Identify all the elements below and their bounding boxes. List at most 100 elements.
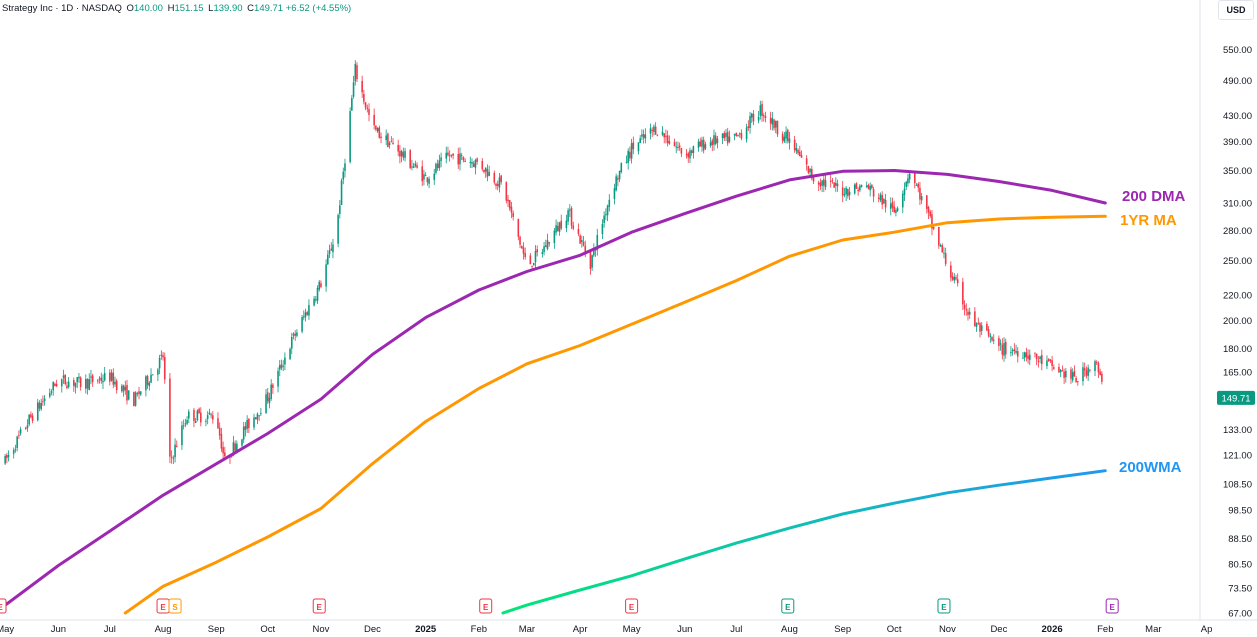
candle-body [915,184,918,186]
candle-body [749,116,751,129]
currency-button[interactable]: USD [1218,0,1254,20]
candle-body [18,434,20,436]
candle-body [1065,370,1067,378]
y-tick-label: 121.00 [1223,450,1252,461]
event-letter: E [785,603,791,612]
candle-body [603,215,605,223]
candle-body [781,133,784,141]
y-tick-label: 200.00 [1223,316,1252,327]
candle-body [618,170,621,180]
candle-body [593,247,595,256]
earnings-marker[interactable]: E [0,598,7,614]
candle-body [380,136,382,139]
price-axis[interactable]: 550.00 490.00 430.00 390.00 350.00 310.00 280.… [1223,45,1252,619]
candle-body [175,445,178,447]
candle-body [829,180,832,182]
earnings-marker[interactable]: E [312,598,326,614]
last-price-label: 149.71 [1221,393,1250,404]
candle-body [641,134,643,137]
candle-body [1051,360,1053,366]
earnings-marker[interactable]: E [1105,598,1119,614]
candle-body [847,188,849,197]
candle-body [1041,355,1043,365]
x-tick-label: 2026 [1042,624,1063,635]
time-axis[interactable]: May Jun Jul Aug Sep Oct Nov Dec 2025 Feb Mar Apr May… [0,624,1212,635]
candle-body [786,129,789,142]
candle-body [232,442,235,455]
candle-body [138,391,140,395]
candle-body [577,229,580,234]
candle-body [151,374,154,376]
candle-body [416,165,418,168]
candle-body [522,247,525,254]
candle-body [289,348,291,360]
x-tick-label: Feb [471,624,487,635]
candle-body [31,415,34,421]
candle-body [1025,352,1028,358]
candle-body [64,374,67,385]
earnings-marker[interactable]: E [156,598,170,614]
earnings-marker[interactable]: E [937,598,951,614]
candle-body [601,223,604,234]
candle-body [1047,358,1050,361]
candle-body [1028,354,1031,360]
candle-body [404,150,406,158]
event-box [781,598,795,614]
candle-body [726,131,729,144]
candle-body [421,166,424,182]
candle-body [704,144,707,149]
event-box [937,598,951,614]
candle-body [73,380,75,386]
candle-body [932,227,935,229]
candle-body [953,276,956,281]
event-letter: E [941,603,947,612]
candle-body [450,154,453,156]
candle-body [811,168,813,179]
candle-body [613,188,616,199]
candle-body [139,391,142,395]
candle-body [701,139,703,147]
candle-body [208,412,211,415]
earnings-marker[interactable]: S [168,598,182,614]
candle-body [122,385,125,392]
candle-body [483,169,485,173]
candle-body [532,262,535,266]
candle-body [680,148,683,154]
candle-body [266,392,269,402]
y-tick-label: 80.50 [1228,559,1252,570]
candle-body [457,153,460,165]
candle-body [774,120,777,128]
candle-body [399,151,401,157]
candle-body [7,454,10,458]
low-label: L [208,3,214,14]
candle-body [663,133,666,138]
candle-body [558,222,561,232]
earnings-marker[interactable]: E [479,598,493,614]
x-tick-label: May [0,624,14,635]
earnings-marker[interactable]: E [625,598,639,614]
event-letter: E [317,603,323,612]
candle-body [296,332,298,336]
candle-body [4,455,6,464]
candle-body [160,354,163,356]
candle-body [889,203,892,209]
candle-body [689,150,691,159]
candle-body [536,249,539,253]
candle-body [1082,367,1084,382]
candle-body [1075,378,1077,383]
candle-body [193,409,195,421]
earnings-marker[interactable]: E [781,598,795,614]
candle-body [253,417,255,428]
candle-body [184,423,187,425]
candle-body [508,200,511,209]
candle-body [1013,349,1016,352]
candle-body [342,171,345,180]
candle-body [799,151,801,157]
close-value: 149.71 [254,3,284,14]
candle-body [115,380,118,391]
candle-body [351,98,353,111]
candle-body [544,245,547,248]
candle-body [112,372,115,385]
candle-body [690,150,693,154]
